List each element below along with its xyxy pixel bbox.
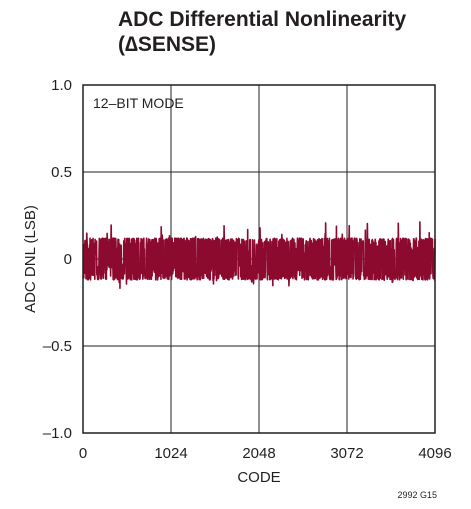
y-tick-label: 0.5 (51, 164, 72, 181)
x-axis-title: CODE (237, 469, 280, 486)
y-tick-label: –0.5 (43, 338, 72, 355)
series-dnl (82, 221, 436, 290)
mode-annotation: 12–BIT MODE (93, 95, 184, 111)
x-tick-label: 1024 (154, 445, 187, 462)
x-tick-label: 2048 (242, 445, 275, 462)
x-tick-labels: 0 1024 2048 3072 4096 (79, 445, 452, 462)
x-tick-label: 4096 (418, 445, 451, 462)
y-tick-labels: –1.0 –0.5 0 0.5 1.0 (43, 77, 72, 442)
dnl-series-line (82, 221, 436, 290)
y-tick-label: 1.0 (51, 77, 72, 94)
y-axis-title: ADC DNL (LSB) (22, 205, 39, 313)
x-tick-label: 0 (79, 445, 87, 462)
plot-frame (82, 84, 436, 434)
y-tick-label: –1.0 (43, 425, 72, 442)
chart-title-line-2: (∆SENSE) (118, 33, 216, 56)
figure-id: 2992 G15 (397, 490, 437, 500)
y-tick-label: 0 (64, 251, 72, 268)
x-tick-label: 3072 (330, 445, 363, 462)
chart-title-line-1: ADC Differential Nonlinearity (118, 8, 407, 31)
